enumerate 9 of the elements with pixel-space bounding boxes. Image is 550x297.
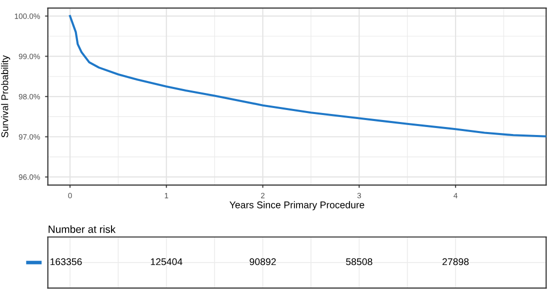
- line-series: [68, 15, 546, 138]
- data-label: 163356: [50, 258, 82, 266]
- text: Number at risk: [48, 225, 116, 233]
- data-label: 27898: [442, 258, 469, 266]
- data-label: 90892: [250, 258, 276, 266]
- y-axis-title: Survival Probability: [1, 55, 10, 138]
- data-label: 125404: [150, 258, 182, 266]
- data-label: 58508: [346, 258, 372, 266]
- x-axis-title: Years Since Primary Procedure: [230, 201, 364, 210]
